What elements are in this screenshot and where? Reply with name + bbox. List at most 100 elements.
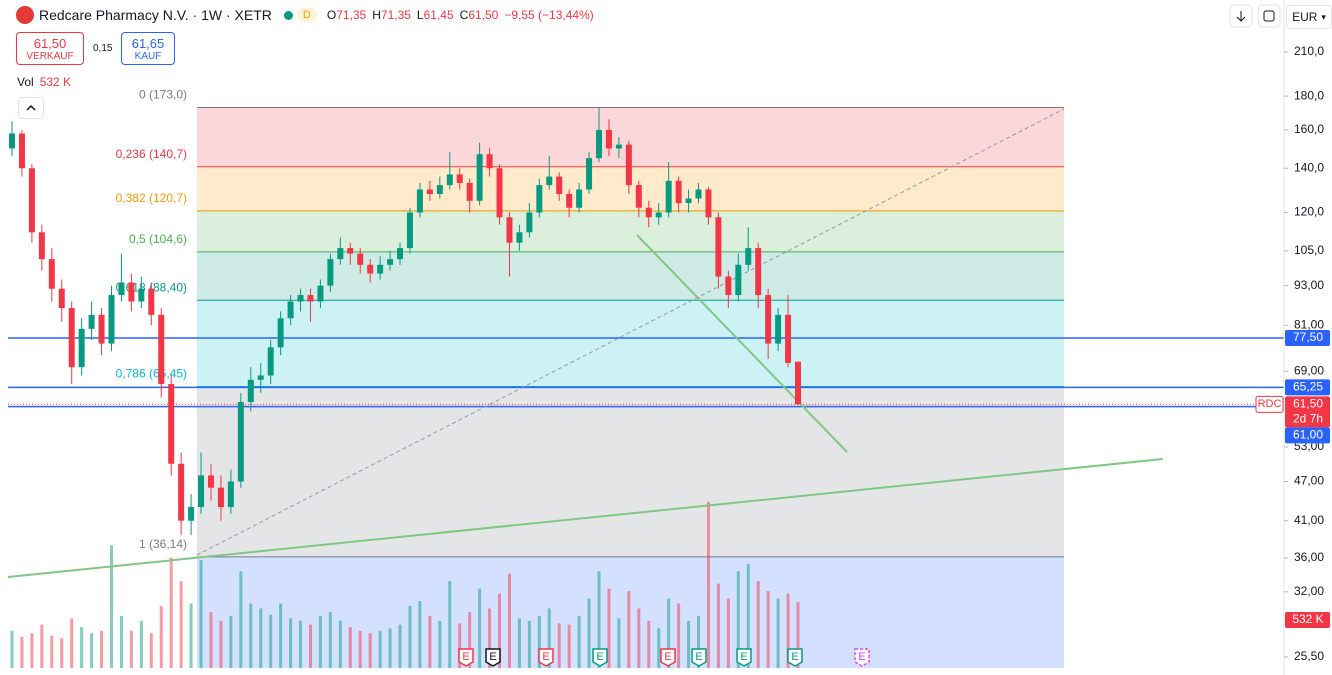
collapse-button[interactable] bbox=[18, 97, 44, 119]
volume-bar bbox=[428, 615, 432, 668]
candle-body bbox=[765, 295, 772, 344]
fullscreen-button[interactable] bbox=[1257, 4, 1281, 28]
earnings-marker[interactable]: E bbox=[458, 648, 474, 667]
trend-line[interactable] bbox=[7, 458, 1164, 578]
symbol-logo bbox=[16, 6, 34, 24]
price-tag-label: 61,50 bbox=[1293, 397, 1323, 411]
currency-select[interactable]: EUR ▾ bbox=[1286, 5, 1332, 29]
volume-bar bbox=[139, 620, 143, 668]
volume-bar bbox=[697, 615, 701, 668]
fib-zone bbox=[197, 300, 1064, 387]
volume-bar bbox=[50, 635, 54, 668]
volume-bar bbox=[189, 603, 193, 668]
candle-body bbox=[188, 507, 195, 521]
volume-bar bbox=[726, 598, 730, 668]
y-tick-label: 180,0 bbox=[1294, 88, 1324, 102]
candle-body bbox=[745, 248, 752, 265]
price-tag bbox=[1285, 379, 1330, 396]
volume-bar bbox=[627, 591, 631, 668]
buy-button[interactable]: 61,65 KAUF bbox=[121, 32, 175, 65]
volume-bar bbox=[677, 603, 681, 668]
earnings-marker[interactable]: E bbox=[485, 648, 501, 667]
volume-bar bbox=[607, 588, 611, 668]
volume-bar bbox=[408, 606, 412, 668]
volume-bar bbox=[388, 628, 392, 668]
candle-body bbox=[576, 189, 583, 208]
volume-bar bbox=[488, 608, 492, 668]
sell-price: 61,50 bbox=[33, 35, 67, 51]
ohlc-key: H bbox=[372, 8, 381, 22]
y-tick-label: 47,00 bbox=[1294, 474, 1324, 488]
candle-body bbox=[546, 176, 553, 186]
ohlc-low: L61,45 bbox=[417, 8, 454, 22]
candle-body bbox=[257, 375, 264, 380]
candle-body bbox=[566, 193, 573, 208]
candle-body bbox=[516, 232, 523, 243]
candle-body bbox=[596, 129, 603, 159]
candle-body bbox=[506, 217, 513, 243]
earnings-shape bbox=[736, 648, 752, 667]
candle-body bbox=[387, 259, 394, 265]
volume-name: Vol bbox=[17, 75, 34, 89]
earnings-shape bbox=[538, 648, 554, 667]
y-tick-label: 93,00 bbox=[1294, 278, 1324, 292]
trend-line[interactable] bbox=[636, 234, 848, 453]
earnings-marker[interactable]: E bbox=[660, 648, 676, 667]
candle-body bbox=[78, 328, 85, 368]
volume-bar bbox=[617, 618, 621, 668]
candle-body bbox=[168, 384, 175, 464]
earnings-shape bbox=[787, 648, 803, 667]
earnings-shape bbox=[485, 648, 501, 667]
earnings-marker[interactable]: E bbox=[787, 648, 803, 667]
buy-label: KAUF bbox=[134, 50, 162, 62]
earnings-marker[interactable]: E bbox=[691, 648, 707, 667]
candle-body bbox=[775, 314, 782, 344]
fib-label: 0,236 (140,7) bbox=[116, 147, 187, 161]
candle-body bbox=[307, 295, 314, 302]
volume-bar bbox=[239, 571, 243, 668]
candle-body bbox=[406, 212, 413, 249]
fib-trend-line[interactable] bbox=[196, 108, 1065, 556]
volume-bar bbox=[119, 615, 123, 668]
y-tick-label: 81,00 bbox=[1294, 317, 1324, 331]
ohlc-open: O71,35 bbox=[327, 8, 366, 22]
ohlc-value: 71,35 bbox=[336, 8, 367, 22]
earnings-marker[interactable]: E bbox=[736, 648, 752, 667]
fib-label: 1 (36,14) bbox=[139, 537, 187, 551]
volume-bar bbox=[169, 557, 173, 668]
y-tick-label: 36,00 bbox=[1294, 550, 1324, 564]
candle-body bbox=[586, 158, 593, 190]
price-tag bbox=[1285, 329, 1330, 346]
earnings-marker[interactable]: E bbox=[538, 648, 554, 667]
y-tick-label: 210,0 bbox=[1294, 44, 1324, 58]
buy-price: 61,65 bbox=[131, 35, 165, 51]
volume-bar bbox=[438, 620, 442, 668]
y-tick-label: 140,0 bbox=[1294, 160, 1324, 174]
earnings-shape bbox=[592, 648, 608, 667]
dropdown-caret: ▾ bbox=[1321, 11, 1326, 22]
candle-body bbox=[317, 285, 324, 302]
candle-body bbox=[297, 295, 304, 302]
symbol-title[interactable]: Redcare Pharmacy N.V. · 1W · XETR bbox=[39, 7, 272, 23]
sell-button[interactable]: 61,50 VERKAUF bbox=[16, 32, 84, 65]
earnings-marker[interactable]: E bbox=[854, 648, 870, 667]
candle-body bbox=[536, 185, 543, 213]
earnings-label: E bbox=[596, 651, 603, 663]
ohlc-key: L bbox=[416, 8, 424, 22]
earnings-label: E bbox=[858, 651, 865, 663]
volume-bar bbox=[746, 563, 750, 668]
volume-bar bbox=[577, 615, 581, 668]
volume-value: 532 K bbox=[39, 75, 72, 89]
price-tag-label: 2d 7h bbox=[1293, 412, 1323, 426]
toolbar bbox=[1229, 4, 1281, 28]
volume-bar bbox=[667, 598, 671, 668]
candle-body bbox=[605, 129, 612, 149]
fib-zone bbox=[197, 251, 1064, 301]
candle-body bbox=[526, 212, 533, 233]
y-tick-label: 41,00 bbox=[1294, 513, 1324, 527]
fullscreen-icon bbox=[1263, 10, 1275, 22]
volume-bar bbox=[657, 628, 661, 668]
earnings-marker[interactable]: E bbox=[592, 648, 608, 667]
volume-bar bbox=[537, 615, 541, 668]
volume-bar bbox=[129, 630, 133, 668]
